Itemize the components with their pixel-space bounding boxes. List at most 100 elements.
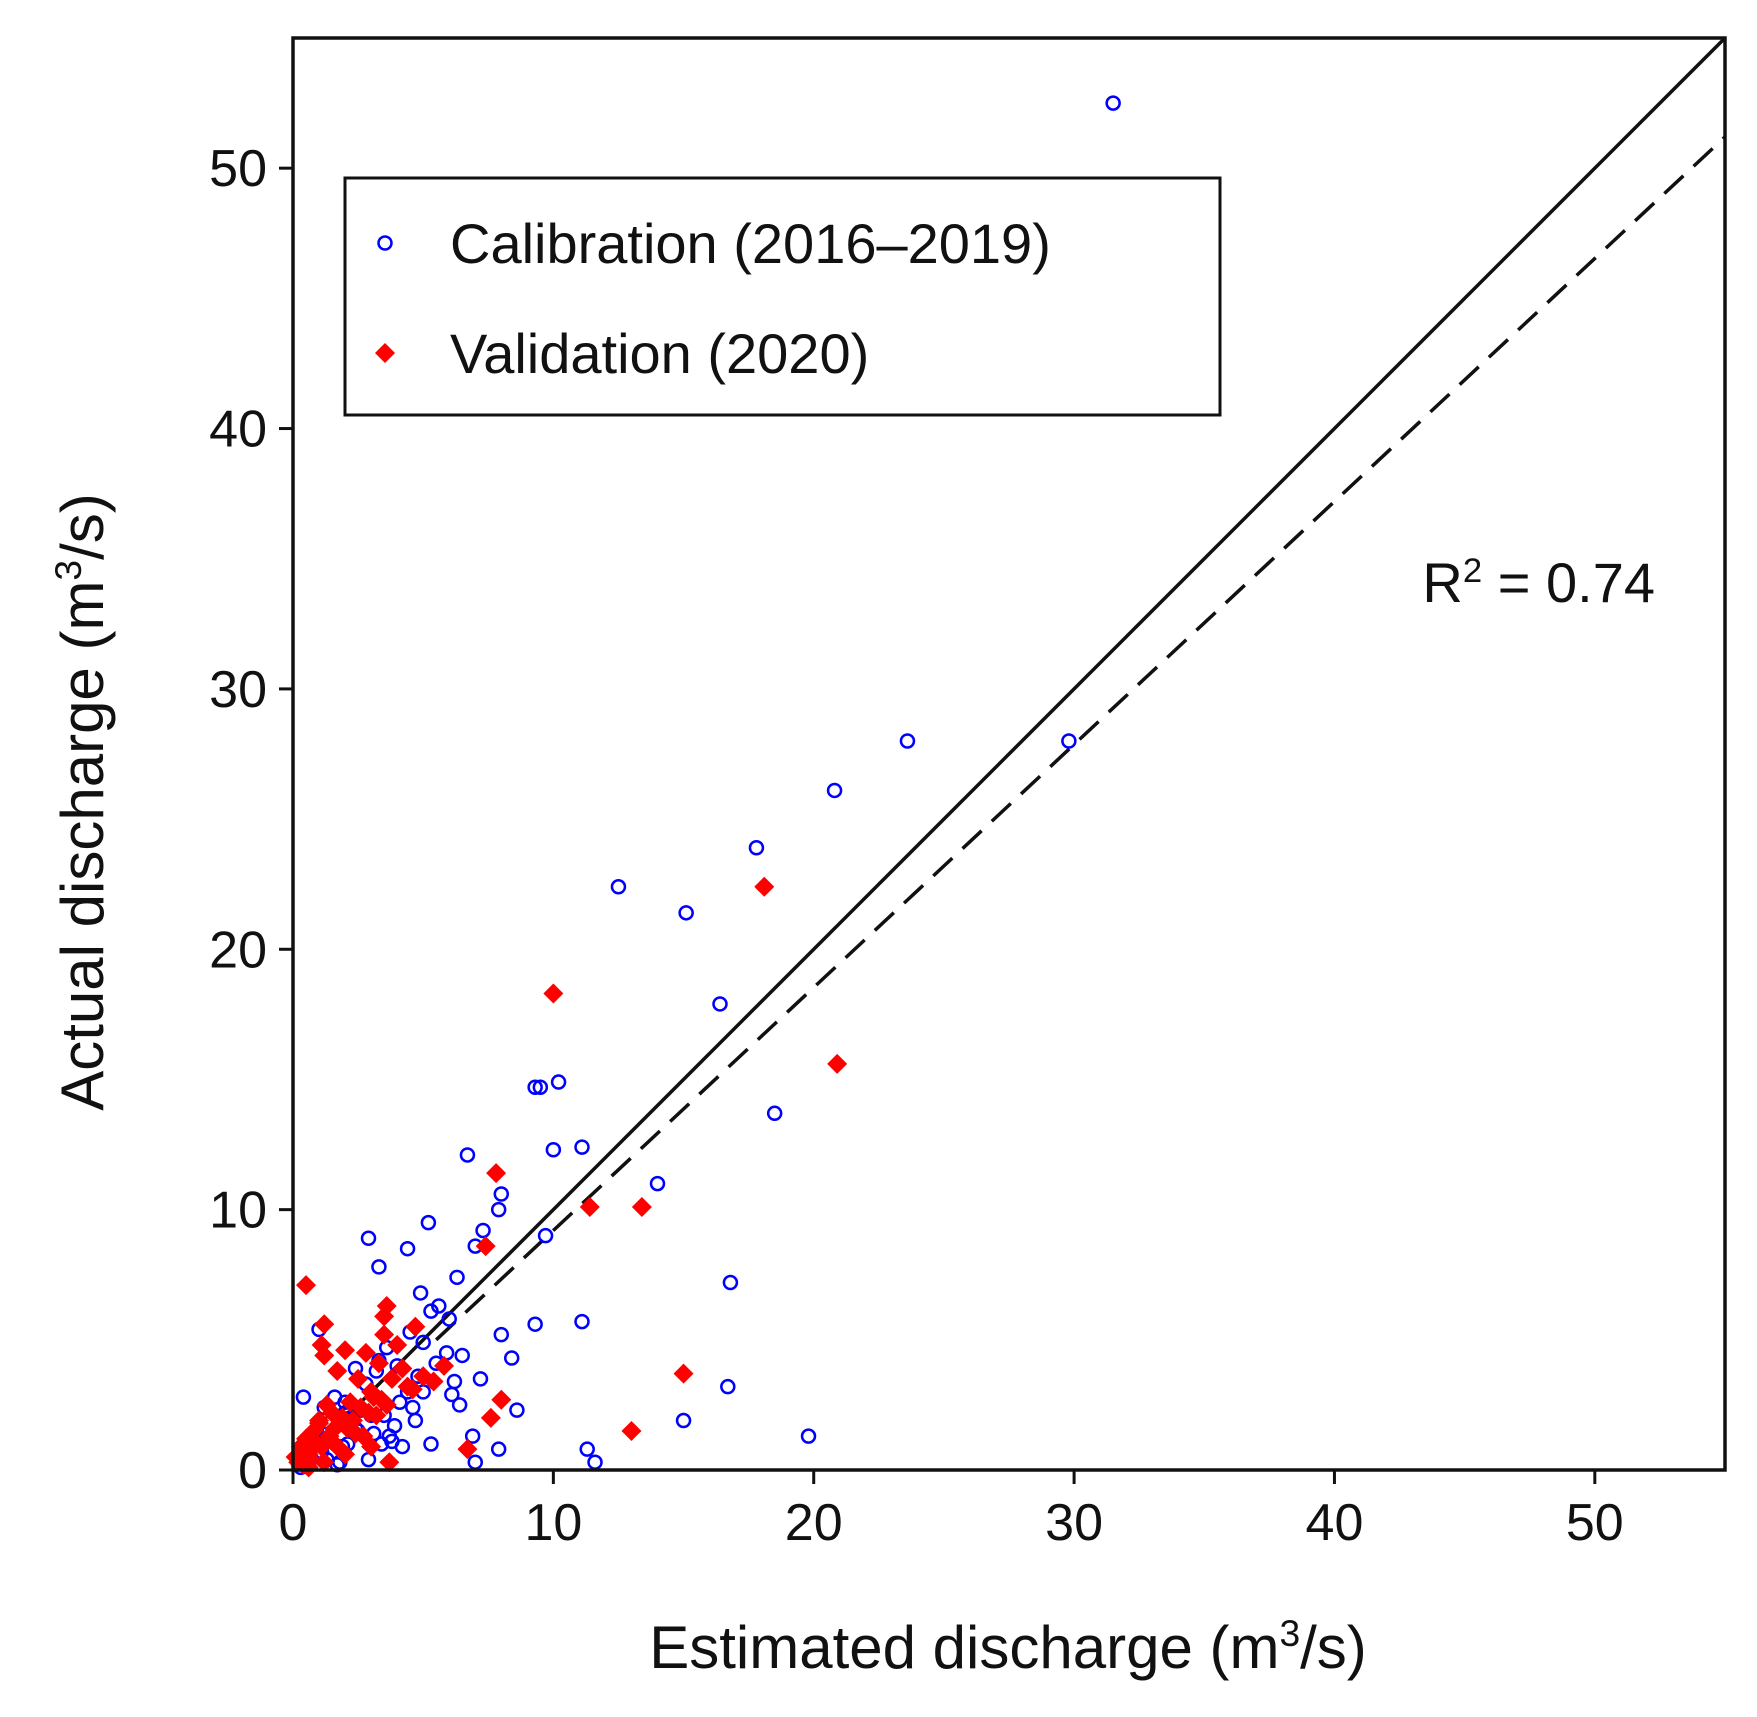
- legend-marker-validation: [375, 343, 395, 363]
- calibration-point: [587, 1454, 603, 1470]
- calibration-point: [574, 1313, 590, 1330]
- reference-lines: [291, 36, 1727, 1472]
- validation-point: [314, 1452, 335, 1473]
- y-axis-title: Actual discharge (m3/s): [47, 493, 116, 1111]
- validation-point: [348, 1368, 369, 1389]
- validation-point: [387, 1335, 408, 1356]
- validation-point: [621, 1420, 642, 1441]
- calibration-point: [675, 1412, 692, 1429]
- validation-point: [324, 1418, 345, 1439]
- axis-ticks: 0 10 20 30 40 50 0 10 20 30 40 50: [209, 140, 1624, 1552]
- validation-point: [335, 1340, 356, 1361]
- legend-label-validation: Validation (2020): [450, 322, 869, 385]
- x-tick-label: 0: [279, 1494, 308, 1552]
- y-tick-label: 10: [209, 1182, 267, 1240]
- validation-point: [374, 1324, 395, 1345]
- calibration-point: [423, 1436, 439, 1452]
- legend-label-calibration: Calibration (2016–2019): [450, 212, 1051, 275]
- calibration-point: [451, 1397, 468, 1413]
- calibration-point: [493, 1186, 510, 1202]
- y-tick-label: 40: [209, 401, 267, 459]
- validation-point: [381, 1368, 402, 1389]
- x-tick-label: 20: [785, 1494, 843, 1552]
- validation-point: [298, 1457, 319, 1478]
- validation-point: [361, 1436, 382, 1457]
- validation-point: [491, 1389, 512, 1410]
- calibration-point: [371, 1259, 387, 1275]
- calibration-point: [574, 1139, 590, 1155]
- calibration-point: [475, 1222, 491, 1239]
- calibration-point: [459, 1147, 476, 1163]
- validation-point: [543, 983, 564, 1004]
- x-tick-label: 50: [1566, 1494, 1624, 1552]
- validation-point: [366, 1405, 387, 1426]
- y-tick-label: 0: [238, 1442, 267, 1500]
- calibration-point: [449, 1269, 465, 1286]
- calibration-point: [1105, 95, 1121, 111]
- calibration-point: [415, 1334, 431, 1351]
- calibration-point: [899, 733, 916, 749]
- legend-box: [343, 176, 1222, 417]
- calibration-point: [360, 1451, 377, 1468]
- validation-point: [457, 1439, 478, 1460]
- calibration-point: [527, 1079, 543, 1096]
- calibration-point: [720, 1378, 736, 1395]
- calibration-point: [295, 1389, 312, 1405]
- calibration-point: [579, 1441, 595, 1457]
- calibration-point: [360, 1230, 377, 1247]
- calibration-point: [490, 1441, 507, 1457]
- validation-point: [673, 1363, 694, 1384]
- calibration-point: [527, 1316, 543, 1332]
- calibration-point: [748, 839, 765, 856]
- calibration-point: [826, 782, 843, 799]
- validation-point: [311, 1335, 332, 1356]
- calibration-point: [766, 1105, 783, 1122]
- validation-point: [374, 1306, 395, 1327]
- plot-frame: [291, 36, 1727, 1472]
- validation-point: [827, 1053, 848, 1074]
- validation-point: [309, 1410, 330, 1431]
- validation-point: [379, 1452, 400, 1473]
- calibration-point: [537, 1227, 554, 1244]
- validation-point: [402, 1379, 423, 1400]
- calibration-point: [493, 1326, 510, 1343]
- validation-point: [345, 1423, 366, 1444]
- calibration-point: [509, 1402, 525, 1418]
- validation-point: [322, 1431, 343, 1452]
- calibration-point: [800, 1428, 817, 1444]
- calibration-point: [438, 1345, 455, 1361]
- validation-point: [335, 1444, 356, 1465]
- calibration-point: [420, 1214, 437, 1231]
- calibration-point: [464, 1428, 481, 1444]
- legend: Calibration (2016–2019) Validation (2020…: [343, 176, 1222, 417]
- calibration-point: [678, 905, 694, 921]
- validation-point: [296, 1275, 317, 1296]
- calibration-point: [545, 1142, 562, 1158]
- validation-point: [579, 1197, 600, 1218]
- validation-point: [392, 1358, 413, 1379]
- calibration-point: [412, 1285, 429, 1301]
- calibration-point: [454, 1347, 470, 1364]
- validation-point: [314, 1314, 335, 1335]
- validation-point: [327, 1361, 348, 1382]
- calibration-point: [441, 1311, 457, 1327]
- calibration-point: [490, 1201, 507, 1218]
- validation-point: [486, 1163, 507, 1184]
- calibration-point: [472, 1371, 489, 1387]
- x-tick-label: 40: [1306, 1494, 1364, 1552]
- y-tick-label: 20: [209, 921, 267, 979]
- validation-point: [423, 1371, 444, 1392]
- validation-point: [405, 1316, 426, 1337]
- y-tick-label: 30: [209, 661, 267, 719]
- calibration-point: [550, 1074, 567, 1090]
- validation-point: [368, 1353, 389, 1374]
- regression-line: [435, 135, 1727, 1342]
- validation-point: [631, 1197, 652, 1218]
- validation-point: [293, 1441, 314, 1462]
- validation-point: [475, 1236, 496, 1257]
- calibration-point: [423, 1303, 439, 1319]
- calibration-point: [610, 879, 627, 895]
- r-squared-annotation: R2 = 0.74: [1422, 551, 1655, 614]
- x-tick-label: 10: [524, 1494, 582, 1552]
